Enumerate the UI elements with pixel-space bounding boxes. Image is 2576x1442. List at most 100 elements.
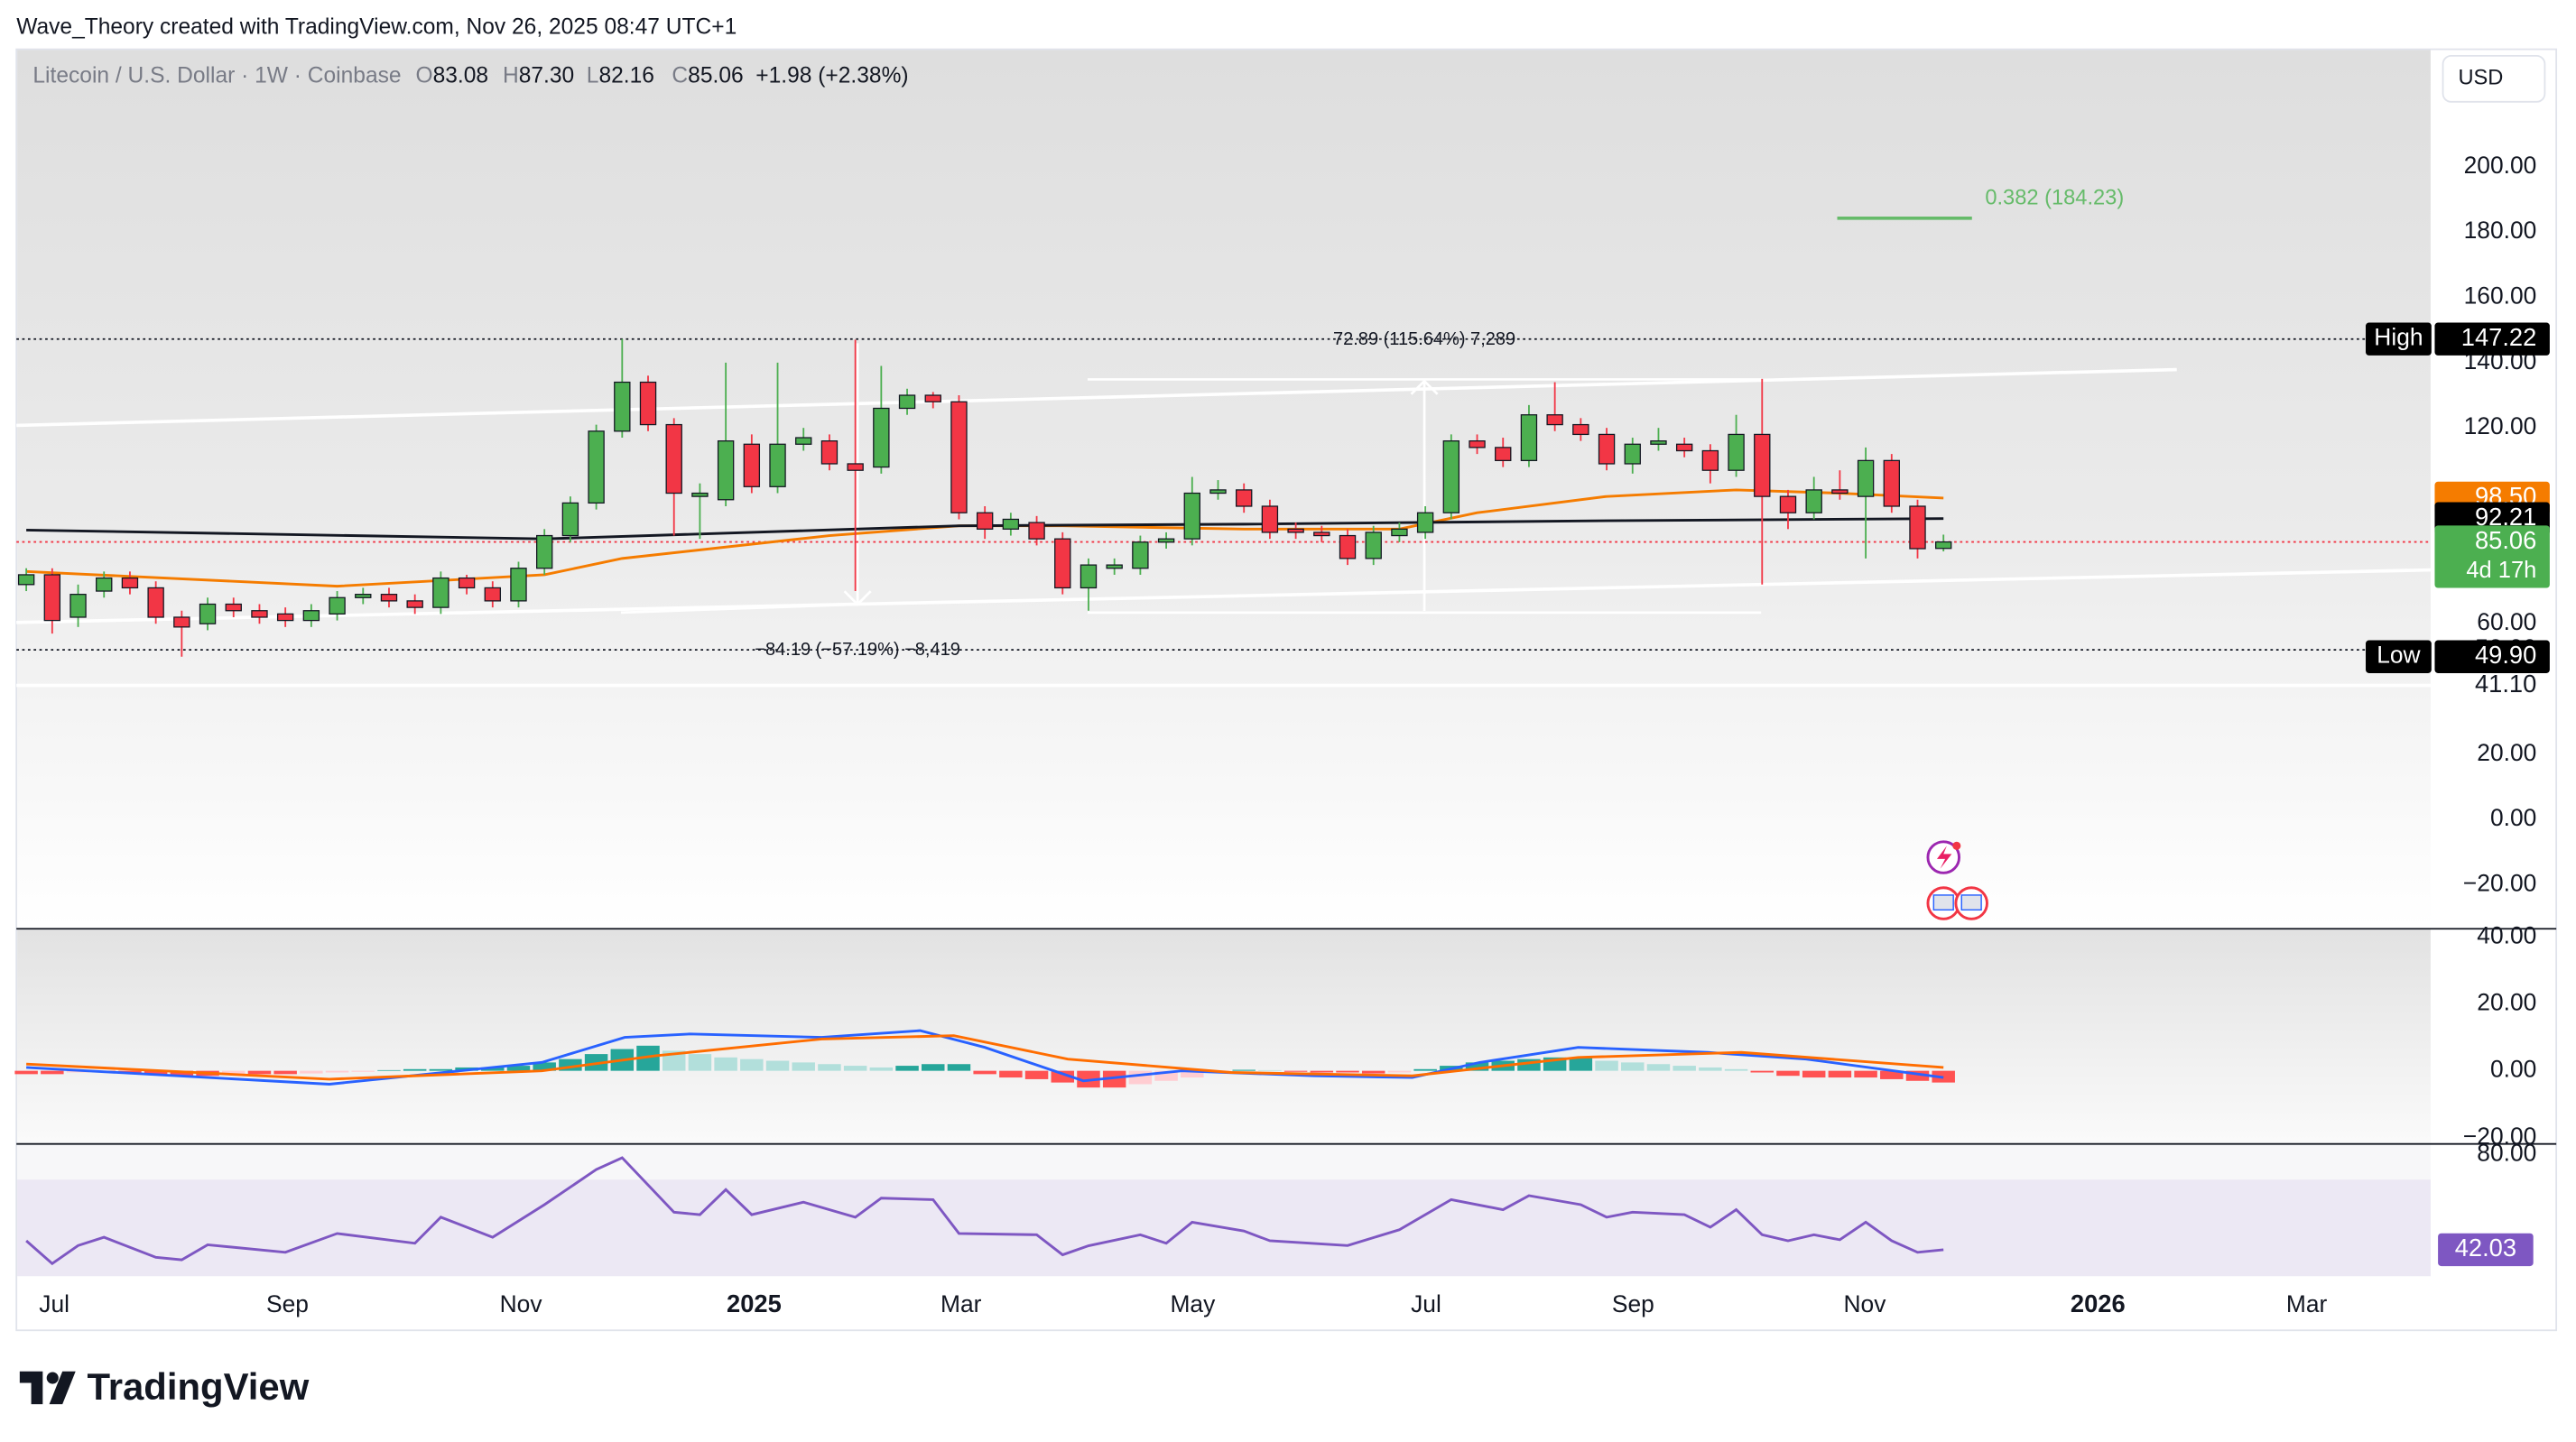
currency-button[interactable]	[2442, 54, 2546, 103]
macd-histogram-bar	[895, 1066, 919, 1071]
rsi-label: 42.03	[2455, 1234, 2516, 1262]
drawings: 72.89 (115.64%) 7,289 −84.19 (−57.19%) −…	[16, 329, 2432, 660]
currency-label[interactable]: USD	[2458, 67, 2503, 90]
macd-histogram-bar	[1024, 1070, 1049, 1079]
macd-histogram-bar	[947, 1064, 971, 1071]
candle-body	[380, 594, 398, 602]
macd-histogram-bar	[1232, 1069, 1256, 1071]
x-tick-label: Nov	[1843, 1290, 1886, 1317]
credit: Wave_Theory created with TradingView.com…	[16, 14, 737, 39]
candle-body	[1416, 512, 1434, 533]
trend-line	[16, 568, 2432, 624]
macd-histogram-bar	[1724, 1068, 1748, 1071]
candle-body	[769, 443, 786, 487]
macd-histogram-bar	[481, 1067, 505, 1071]
price-label: 41.10	[2475, 670, 2536, 698]
macd-histogram-bar	[1621, 1062, 1645, 1071]
macd-histogram-bar	[922, 1064, 945, 1071]
macd-histogram-bar	[170, 1070, 194, 1077]
price-label-box	[2434, 322, 2550, 356]
candle-body	[1002, 518, 1020, 530]
macd-histogram-bar	[1880, 1070, 1904, 1079]
candle-body	[1183, 492, 1200, 540]
candle-body	[1495, 447, 1512, 461]
macd-histogram-bar	[1646, 1064, 1671, 1071]
candle-body	[1675, 443, 1693, 452]
candle-body	[1831, 489, 1849, 495]
logo-shape	[49, 1371, 76, 1405]
macd-tick-label: −20.00	[2463, 1123, 2536, 1150]
macd-tick-label: 40.00	[2477, 921, 2536, 948]
macd-histogram-bar	[1465, 1062, 1489, 1071]
candle-body	[173, 616, 190, 628]
candle-body	[1261, 505, 1279, 533]
moving-average	[26, 488, 1944, 588]
candle-body	[484, 587, 501, 602]
y-tick-label: 60.00	[2477, 608, 2536, 635]
macd-histogram-bar	[1828, 1070, 1852, 1078]
macd-histogram-bar	[1128, 1070, 1153, 1085]
candle-body	[1546, 414, 1563, 426]
y-tick-label: −20.00	[2463, 870, 2536, 897]
x-tick-label: Mar	[941, 1290, 982, 1317]
candle-body	[432, 577, 449, 608]
x-tick-label: Sep	[1612, 1290, 1654, 1317]
candle-body	[1805, 489, 1822, 513]
legend-value: 82.16	[598, 64, 653, 88]
candle-body	[536, 534, 553, 569]
macd-histogram-bar	[1750, 1070, 1774, 1073]
candle-body	[588, 430, 605, 504]
x-tick-label: 2026	[2071, 1289, 2126, 1317]
macd-histogram-bar	[325, 1070, 349, 1073]
candle-body	[1857, 459, 1875, 497]
measure-arrow	[1410, 379, 1439, 395]
candle-body	[251, 610, 268, 618]
price-label: 85.06	[2475, 526, 2536, 554]
legend: Litecoin / U.S. Dollar · 1W · Coinbase O8…	[32, 64, 908, 88]
candle-body	[1157, 538, 1175, 543]
macd-histogram-bar	[818, 1064, 841, 1071]
candle-body	[847, 463, 864, 471]
candle-body	[1339, 534, 1357, 559]
macd-histogram-bar	[740, 1058, 764, 1071]
macd-histogram-bar	[1776, 1070, 1800, 1077]
trend-line	[16, 367, 2177, 428]
y-tick-label: 20.00	[2477, 739, 2536, 766]
legend-key: C	[672, 64, 688, 88]
candle-body	[147, 587, 164, 618]
price-pane	[17, 50, 2431, 928]
candle-body	[406, 600, 423, 608]
macd-tick-label: 20.00	[2477, 988, 2536, 1015]
candle-body	[898, 394, 916, 410]
candle-body	[1080, 564, 1098, 589]
candle-body	[302, 610, 320, 622]
macd-histogram-bar	[506, 1066, 531, 1071]
candle-body	[1469, 440, 1486, 448]
y-tick-label: 120.00	[2464, 412, 2537, 439]
x-tick-label: Sep	[266, 1290, 309, 1317]
event-flag	[1960, 894, 1982, 911]
price-label: 147.22	[2461, 323, 2537, 351]
event-icon	[1952, 841, 1961, 850]
legend-value: 83.08	[433, 64, 488, 88]
candle-body	[1909, 505, 1926, 550]
legend-change: +1.98 (+2.38%)	[755, 64, 908, 88]
macd-histogram-bar	[1361, 1070, 1385, 1074]
macd-histogram-bar	[1336, 1070, 1359, 1073]
macd-histogram-bar	[351, 1070, 375, 1072]
candle-body	[458, 577, 476, 589]
candle-body	[743, 443, 761, 487]
candle-body	[355, 594, 372, 598]
price-tag: Low	[2377, 642, 2421, 669]
candle-body	[17, 574, 35, 586]
y-tick-label: 0.00	[2490, 804, 2536, 831]
candle-body	[1209, 489, 1227, 495]
candle-body	[795, 437, 812, 445]
macd-histogram-bar	[843, 1066, 867, 1071]
candle-body	[1728, 433, 1745, 471]
macd-histogram-bar	[1258, 1069, 1282, 1071]
x-tick-label: Nov	[500, 1290, 543, 1317]
x-tick-label: 2025	[727, 1289, 782, 1317]
measure-line	[620, 603, 858, 615]
